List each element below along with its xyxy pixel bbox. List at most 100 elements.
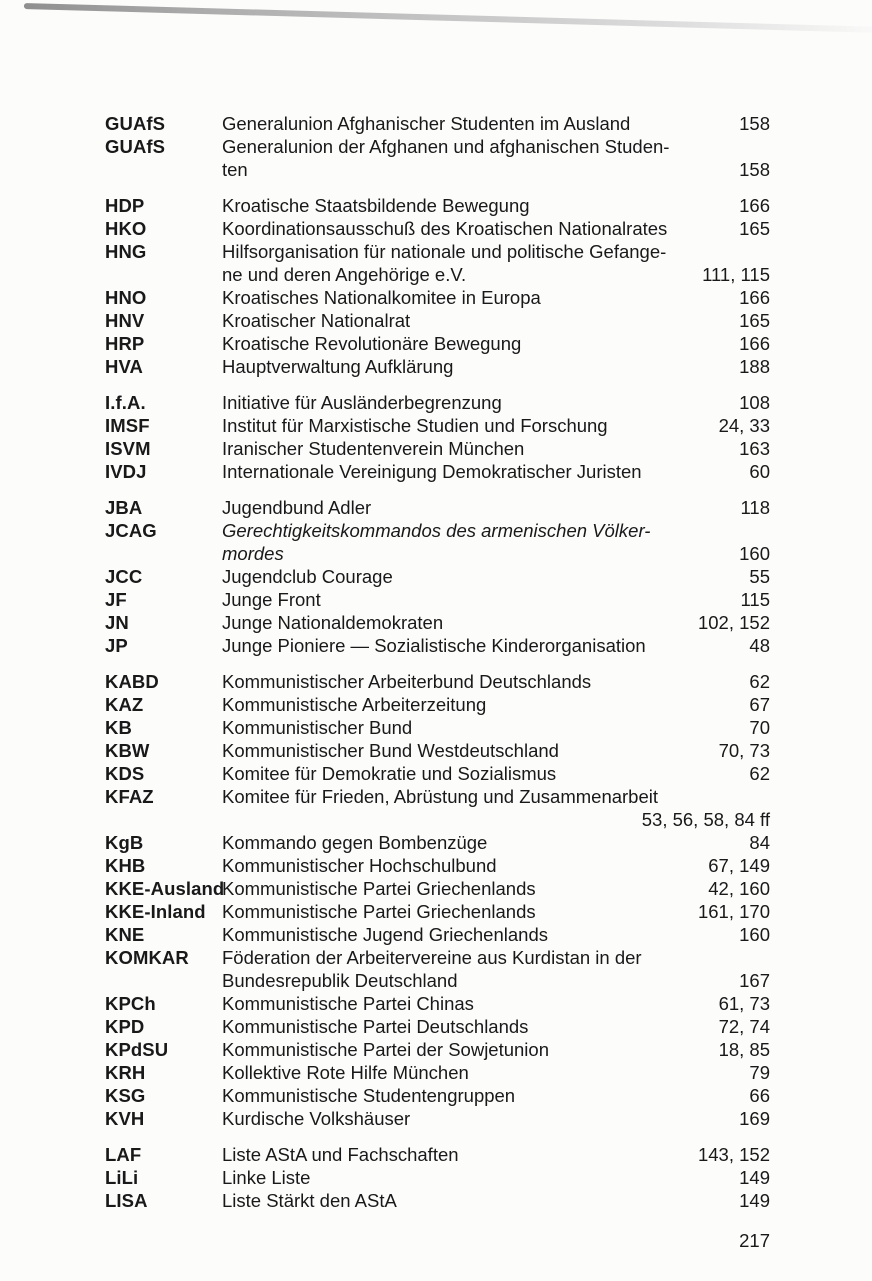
index-line: KAZ Kommunistische Arbeiterzeitung 67 bbox=[105, 693, 770, 716]
abbreviation: KPdSU bbox=[105, 1039, 169, 1060]
page-references: 42, 160 bbox=[708, 878, 770, 899]
index-group: HDP Kroatische Staatsbildende Bewegung 166… bbox=[105, 194, 770, 378]
index-entry: JCAG Gerechtigkeitskommandos des armenisc… bbox=[105, 519, 770, 565]
index-entry: KDS Komitee für Demokratie und Sozialismu… bbox=[105, 762, 770, 785]
index-line: HDP Kroatische Staatsbildende Bewegung 166 bbox=[105, 194, 770, 217]
index-line: KB Kommunistischer Bund 70 bbox=[105, 716, 770, 739]
abbreviation: KKE-Inland bbox=[105, 901, 206, 922]
index-entry: KHB Kommunistischer Hochschulbund 67, 149 bbox=[105, 854, 770, 877]
index-entry: LAF Liste AStA und Fachschaften 143, 152 bbox=[105, 1143, 770, 1166]
index-entry: JF Junge Front 115 bbox=[105, 588, 770, 611]
page-references: 163 bbox=[739, 438, 770, 459]
organization-name: Kommunistische Partei der Sowjetunion bbox=[222, 1039, 549, 1060]
page-references: 158 bbox=[739, 113, 770, 134]
organization-name: Gerechtigkeitskommandos des armenischen … bbox=[222, 520, 651, 541]
page-references: 118 bbox=[740, 497, 771, 518]
abbreviation: GUAfS bbox=[105, 136, 166, 157]
index-line: HVA Hauptverwaltung Aufklärung 188 bbox=[105, 355, 770, 378]
index-entry: I.f.A. Initiative für Ausländerbegrenzung… bbox=[105, 391, 770, 414]
organization-name: Kommunistische Partei Griechenlands bbox=[222, 878, 536, 899]
organization-name: Generalunion der Afghanen und afghanisch… bbox=[222, 136, 670, 157]
index-entry: KKE-Ausland Kommunistische Partei Grieche… bbox=[105, 877, 770, 900]
index-entry: HNV Kroatischer Nationalrat 165 bbox=[105, 309, 770, 332]
index-line: KNE Kommunistische Jugend Griechenlands 16… bbox=[105, 923, 770, 946]
abbreviation: I.f.A. bbox=[105, 392, 146, 413]
index-entry: HRP Kroatische Revolutionäre Bewegung 166 bbox=[105, 332, 770, 355]
page-references: 188 bbox=[739, 356, 770, 377]
organization-name: Kommunistische Partei Chinas bbox=[222, 993, 474, 1014]
abbreviation: HKO bbox=[105, 218, 147, 239]
page-references: 160 bbox=[739, 924, 770, 945]
page-footer: 217 bbox=[105, 1229, 770, 1252]
abbreviation: KVH bbox=[105, 1108, 145, 1129]
page-references: 55 bbox=[749, 566, 770, 587]
index-line: HNV Kroatischer Nationalrat 165 bbox=[105, 309, 770, 332]
abbreviation: KDS bbox=[105, 763, 145, 784]
abbreviation: KgB bbox=[105, 832, 144, 853]
page-references: 149 bbox=[739, 1167, 770, 1188]
abbreviation: KFAZ bbox=[105, 786, 154, 807]
index-entry: KPD Kommunistische Partei Deutschlands 72,… bbox=[105, 1015, 770, 1038]
index-group: I.f.A. Initiative für Ausländerbegrenzung… bbox=[105, 391, 770, 483]
organization-name: Kommunistischer Bund Westdeutschland bbox=[222, 740, 559, 761]
page-references: 72, 74 bbox=[718, 1016, 770, 1037]
organization-name: Kommunistische Partei Deutschlands bbox=[222, 1016, 529, 1037]
index-entry: JP Junge Pioniere — Sozialistische Kinder… bbox=[105, 634, 770, 657]
organization-name: Generalunion Afghanischer Studenten im A… bbox=[222, 113, 631, 134]
organization-name: Iranischer Studentenverein München bbox=[222, 438, 525, 459]
organization-name: ten bbox=[222, 159, 248, 180]
page-references: 166 bbox=[739, 195, 770, 216]
index-line: KOMKAR Föderation der Arbeitervereine aus… bbox=[105, 946, 770, 969]
organization-name: Junge Front bbox=[222, 589, 321, 610]
index-line: JP Junge Pioniere — Sozialistische Kinder… bbox=[105, 634, 770, 657]
index-entry: HNO Kroatisches Nationalkomitee in Europa… bbox=[105, 286, 770, 309]
index-line: LAF Liste AStA und Fachschaften 143, 152 bbox=[105, 1143, 770, 1166]
index-entry: HVA Hauptverwaltung Aufklärung 188 bbox=[105, 355, 770, 378]
index-entry: KKE-Inland Kommunistische Partei Griechen… bbox=[105, 900, 770, 923]
organization-name: Liste AStA und Fachschaften bbox=[222, 1144, 459, 1165]
abbreviation: GUAfS bbox=[105, 113, 166, 134]
index-line: KBW Kommunistischer Bund Westdeutschland 7… bbox=[105, 739, 770, 762]
page-references: 160 bbox=[739, 543, 770, 564]
organization-name: Kommunistischer Arbeiterbund Deutschland… bbox=[222, 671, 592, 692]
index-line: HKO Koordinationsausschuß des Kroatischen… bbox=[105, 217, 770, 240]
index-entry: IVDJ Internationale Vereinigung Demokrati… bbox=[105, 460, 770, 483]
organization-name: Bundesrepublik Deutschland bbox=[222, 970, 458, 991]
page-references: 79 bbox=[749, 1062, 770, 1083]
abbreviation: JCAG bbox=[105, 520, 157, 541]
abbreviation: JP bbox=[105, 635, 128, 656]
organization-name: Junge Nationaldemokraten bbox=[222, 612, 444, 633]
page-references: 53, 56, 58, 84 ff bbox=[641, 809, 770, 830]
index-entry: KSG Kommunistische Studentengruppen 66 bbox=[105, 1084, 770, 1107]
page-references: 166 bbox=[739, 333, 770, 354]
abbreviation: ISVM bbox=[105, 438, 151, 459]
page-references: 61, 73 bbox=[718, 993, 770, 1014]
index-line: JN Junge Nationaldemokraten 102, 152 bbox=[105, 611, 770, 634]
page-references: 167 bbox=[739, 970, 770, 991]
page-references: 102, 152 bbox=[697, 612, 770, 633]
organization-name: Kommando gegen Bombenzüge bbox=[222, 832, 488, 853]
abbreviation: JCC bbox=[105, 566, 143, 587]
organization-name: Jugendclub Courage bbox=[222, 566, 393, 587]
index-line: GUAfS Generalunion der Afghanen und afgha… bbox=[105, 135, 770, 158]
index-line: LISA Liste Stärkt den AStA 149 bbox=[105, 1189, 770, 1212]
index-line: KPCh Kommunistische Partei Chinas 61, 73 bbox=[105, 992, 770, 1015]
index-entry: ISVM Iranischer Studentenverein München 16… bbox=[105, 437, 770, 460]
organization-name: Kurdische Volkshäuser bbox=[222, 1108, 411, 1129]
index-entry: KBW Kommunistischer Bund Westdeutschland 7… bbox=[105, 739, 770, 762]
abbreviation: HVA bbox=[105, 356, 143, 377]
abbreviation: LiLi bbox=[105, 1167, 139, 1188]
organization-name: ne und deren Angehörige e.V. bbox=[222, 264, 467, 285]
index-line: HNG Hilfsorganisation für nationale und p… bbox=[105, 240, 770, 263]
page-references: 67 bbox=[749, 694, 770, 715]
organization-name: Institut für Marxistische Studien und Fo… bbox=[222, 415, 608, 436]
page-references: 108 bbox=[739, 392, 770, 413]
index-entry: KRH Kollektive Rote Hilfe München 79 bbox=[105, 1061, 770, 1084]
index-line: KKE-Inland Kommunistische Partei Griechen… bbox=[105, 900, 770, 923]
page-references: 62 bbox=[749, 671, 770, 692]
organization-name: Kommunistischer Bund bbox=[222, 717, 413, 738]
abbreviation: HNV bbox=[105, 310, 145, 331]
organization-name: Hauptverwaltung Aufklärung bbox=[222, 356, 454, 377]
abbreviation: JN bbox=[105, 612, 129, 633]
